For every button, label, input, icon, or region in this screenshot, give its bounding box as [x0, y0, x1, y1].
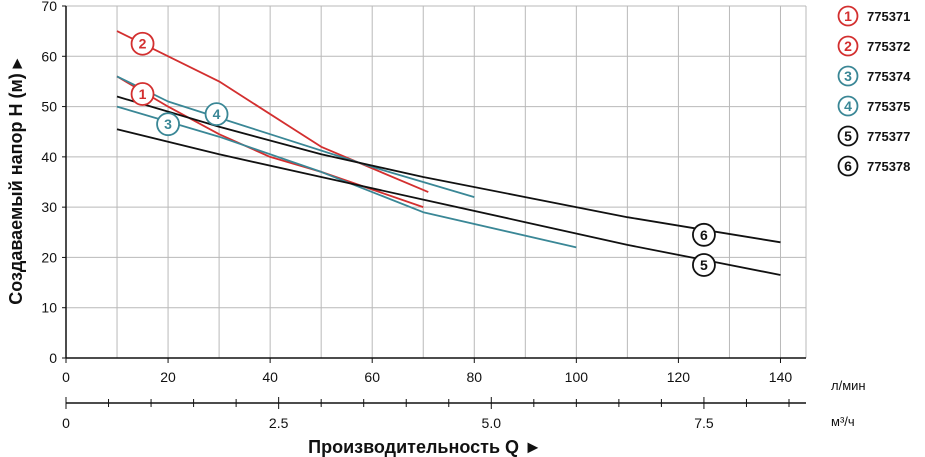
x2-unit-label: м³/ч [831, 414, 855, 429]
x-tick-label: 120 [667, 369, 691, 385]
svg-text:6: 6 [844, 158, 852, 174]
y-tick-label: 40 [41, 149, 57, 165]
svg-text:1: 1 [844, 8, 852, 24]
x-tick-label: 60 [364, 369, 380, 385]
svg-text:3: 3 [164, 116, 172, 132]
y-tick-label: 0 [49, 350, 57, 366]
series-lines [116, 30, 781, 276]
svg-text:2: 2 [139, 36, 147, 52]
x-unit-label: л/мин [831, 378, 866, 393]
svg-text:775375: 775375 [867, 99, 910, 114]
legend-item-775371: 1 775371 [837, 5, 910, 27]
series-line-775372 [116, 30, 429, 193]
series-line-775375 [116, 75, 475, 198]
x-tick-label: 80 [466, 369, 482, 385]
y-tick-label: 70 [41, 0, 57, 14]
y-axis-title: Создаваемый напор H (м) ▸ [6, 58, 26, 305]
svg-text:775371: 775371 [867, 9, 910, 24]
curve-badge-2: 2 [130, 31, 155, 56]
curve-badge-6: 6 [692, 222, 716, 247]
series-line-775374 [116, 105, 577, 249]
svg-text:775378: 775378 [867, 159, 910, 174]
series-line-775378 [116, 95, 781, 244]
svg-text:1: 1 [139, 86, 147, 102]
x-tick-label: 100 [565, 369, 589, 385]
series-line-775377 [116, 128, 781, 276]
curve-badge-5: 5 [692, 253, 716, 277]
svg-text:775377: 775377 [867, 129, 910, 144]
x2-tick-label: 0 [62, 415, 70, 431]
series-line-775371 [116, 75, 424, 208]
svg-text:4: 4 [844, 98, 852, 114]
legend-item-775375: 4 775375 [837, 95, 910, 117]
y-tick-label: 20 [41, 249, 57, 265]
grid [66, 5, 807, 358]
curve-badge-1: 1 [130, 82, 155, 106]
legend-item-775374: 3 775374 [837, 65, 911, 87]
curve-badges: 1 2 3 4 5 6 [130, 31, 716, 277]
legend-item-775377: 5 775377 [837, 125, 910, 147]
y-tick-label: 60 [41, 48, 57, 64]
axes: 0 10 20 30 40 50 60 70 0 20 40 60 80 100 120 140 0 2.5 5.0… [41, 0, 806, 431]
svg-text:2: 2 [844, 38, 852, 54]
svg-text:775372: 775372 [867, 39, 910, 54]
x-tick-label: 40 [262, 369, 278, 385]
x-tick-label: 0 [62, 369, 70, 385]
y-tick-label: 50 [41, 99, 57, 115]
legend-item-775372: 2 775372 [837, 35, 910, 57]
svg-text:5: 5 [844, 128, 852, 144]
svg-text:3: 3 [844, 68, 852, 84]
legend: 1 775371 2 775372 3 775374 4 775375 5 775377 6 7753… [837, 5, 911, 177]
legend-item-775378: 6 775378 [837, 155, 910, 177]
curve-badge-4: 4 [204, 102, 229, 127]
svg-text:6: 6 [700, 227, 708, 243]
svg-text:775374: 775374 [867, 69, 911, 84]
x2-tick-label: 7.5 [694, 415, 714, 431]
x2-tick-label: 5.0 [482, 415, 502, 431]
x-axis-title: Производительность Q ► [308, 437, 542, 457]
svg-text:5: 5 [700, 257, 708, 273]
y-tick-label: 30 [41, 199, 57, 215]
svg-text:4: 4 [213, 106, 221, 122]
y-tick-label: 10 [41, 300, 57, 316]
x2-tick-label: 2.5 [269, 415, 289, 431]
curve-badge-3: 3 [156, 112, 180, 137]
x-tick-label: 20 [160, 369, 176, 385]
x-tick-label: 140 [769, 369, 793, 385]
